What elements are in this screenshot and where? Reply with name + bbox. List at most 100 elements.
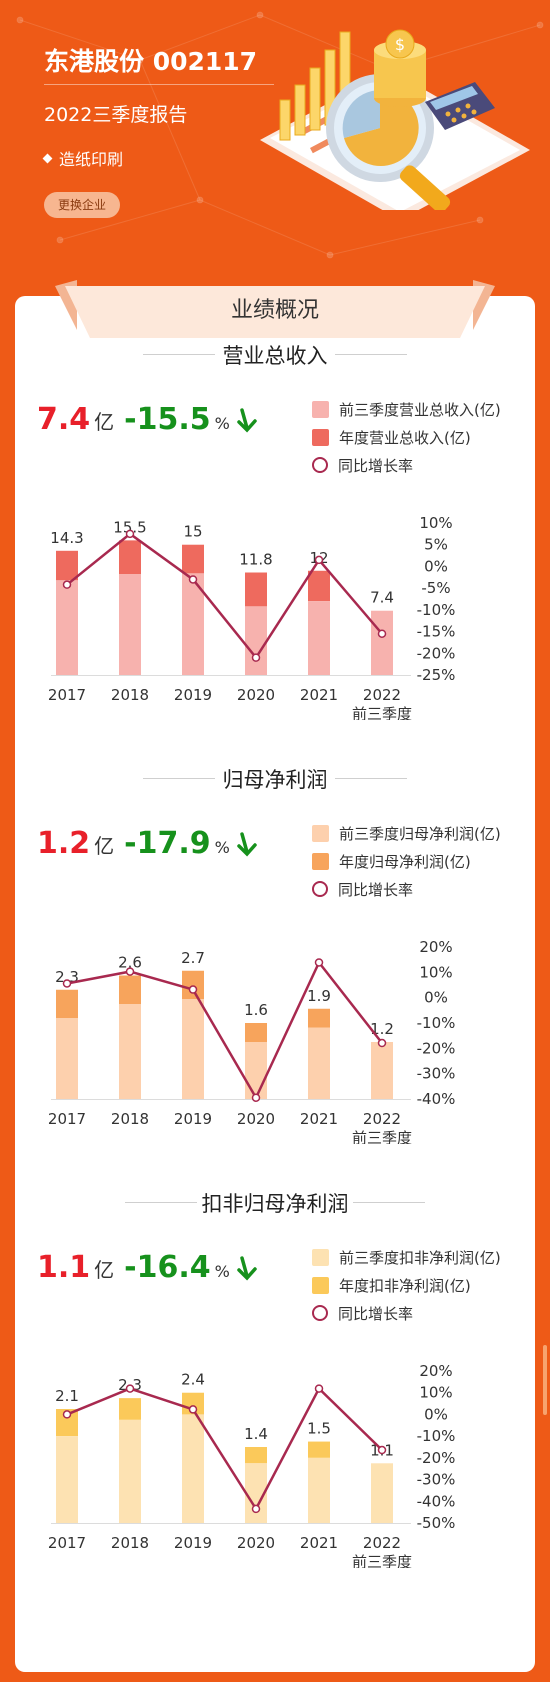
kpi-unit: 亿 xyxy=(94,410,115,434)
annual-bar xyxy=(245,1023,267,1042)
annual-bar xyxy=(245,1447,267,1464)
growth-point xyxy=(314,1384,324,1393)
x-tick-label: 2020 xyxy=(237,1534,275,1552)
kpi-pct: % xyxy=(214,414,230,433)
growth-point xyxy=(62,979,72,988)
legend-item-growth: 同比增长率 xyxy=(312,875,501,903)
kpi-pct: % xyxy=(214,1262,230,1281)
x-tick-label: 2018 xyxy=(111,1534,149,1552)
legend-swatch xyxy=(312,824,329,842)
bar-value-label: 2.7 xyxy=(181,949,205,967)
bar-graph-icon xyxy=(279,31,351,141)
annual-bar xyxy=(56,550,78,581)
x-tick-label: 前三季度 xyxy=(352,1129,412,1144)
y2-tick-label: -20% xyxy=(417,644,456,662)
x-tick-label: 2021 xyxy=(300,686,338,704)
change-company-button[interactable]: 更换企业 xyxy=(44,192,120,218)
legend-swatch xyxy=(312,1276,329,1294)
y2-tick-label: -20% xyxy=(417,1449,456,1467)
y2-tick-label: -20% xyxy=(417,1039,456,1057)
kpi-unit: 亿 xyxy=(94,1258,115,1282)
bar-value-label: 1.6 xyxy=(244,1001,268,1019)
chart-legend: 前三季度归母净利润(亿) 年度归母净利润(亿) 同比增长率 xyxy=(312,819,501,903)
x-tick-label: 2021 xyxy=(300,1110,338,1128)
revenue-section: 营业总收入 7.4 亿 -15.5% 前三季度营业总收入(亿) 年度营业总收入(亿)… xyxy=(15,340,535,760)
q3-bar xyxy=(182,999,204,1099)
growth-point xyxy=(314,958,324,967)
scrollbar-thumb[interactable] xyxy=(543,1345,547,1415)
x-tick-label: 前三季度 xyxy=(352,705,412,720)
growth-point xyxy=(377,1445,387,1455)
y2-tick-label: -40% xyxy=(417,1492,456,1510)
industry-tag: 造纸印刷 xyxy=(42,146,124,170)
q3-bar xyxy=(308,1457,330,1523)
bar-value-label: 1.4 xyxy=(244,1425,268,1443)
net-profit-chart: 2.320172.620182.720191.620201.920211.220… xyxy=(48,938,456,1144)
company-title: 东港股份 002117 xyxy=(44,47,258,76)
bar-value-label: 1.2 xyxy=(370,1020,394,1038)
kpi-value: 1.1 xyxy=(37,1250,91,1285)
chart-legend: 前三季度营业总收入(亿) 年度营业总收入(亿) 同比增长率 xyxy=(312,395,501,479)
x-tick-label: 2017 xyxy=(48,1534,86,1552)
revenue-chart: 14.3201715.5201815201911.820201220217.42… xyxy=(48,514,456,720)
q3-bar xyxy=(56,580,78,675)
y2-tick-label: -10% xyxy=(417,1427,456,1445)
legend-item-q3: 前三季度扣非净利润(亿) xyxy=(312,1243,501,1271)
kpi-change: -16.4 xyxy=(124,1250,211,1285)
industry-label: 造纸印刷 xyxy=(59,150,124,169)
annual-bar xyxy=(308,1008,330,1028)
title-line-right xyxy=(353,1202,425,1203)
growth-line xyxy=(66,960,383,1101)
bar-value-label: 11.8 xyxy=(239,551,272,569)
kpi-summary: 7.4 亿 -15.5% xyxy=(37,402,258,438)
y2-tick-label: 0% xyxy=(424,989,448,1007)
growth-point xyxy=(62,1410,72,1419)
deducted-net-profit-section: 扣非归母净利润 1.1 亿 -16.4% 前三季度扣非净利润(亿) 年度扣非净利润(… xyxy=(15,1188,535,1608)
annual-bar xyxy=(308,1441,330,1458)
bar-value-label: 2.1 xyxy=(55,1387,79,1405)
growth-point xyxy=(62,580,72,589)
growth-line xyxy=(66,532,383,660)
q3-bar xyxy=(371,1042,393,1099)
x-tick-label: 2022 xyxy=(363,1110,401,1128)
growth-point xyxy=(251,1093,261,1102)
overview-title: 业绩概况 xyxy=(230,298,319,323)
legend-item-growth: 同比增长率 xyxy=(312,451,501,479)
growth-point xyxy=(125,967,135,976)
down-arrow-icon xyxy=(237,831,257,857)
legend-label: 前三季度归母净利润(亿) xyxy=(339,824,501,843)
x-tick-label: 2018 xyxy=(111,1110,149,1128)
y2-tick-label: 10% xyxy=(419,514,452,532)
annual-bar xyxy=(119,540,141,575)
bar-value-label: 7.4 xyxy=(370,589,394,607)
kpi-change: -15.5 xyxy=(124,402,211,437)
legend-item-annual: 年度归母净利润(亿) xyxy=(312,847,501,875)
legend-label: 年度扣非净利润(亿) xyxy=(339,1276,471,1295)
x-tick-label: 2019 xyxy=(174,1534,212,1552)
x-tick-label: 2018 xyxy=(111,686,149,704)
annual-bar xyxy=(56,989,78,1019)
x-tick-label: 2021 xyxy=(300,1534,338,1552)
growth-point xyxy=(188,575,198,584)
y2-tick-label: 0% xyxy=(424,557,448,575)
report-illustration: $ xyxy=(260,29,530,210)
legend-item-q3: 前三季度归母净利润(亿) xyxy=(312,819,501,847)
title-line-left xyxy=(143,354,215,355)
kpi-unit: 亿 xyxy=(94,834,115,858)
q3-bar xyxy=(245,1463,267,1523)
legend-swatch xyxy=(312,1248,329,1266)
growth-point xyxy=(125,529,135,539)
header-divider xyxy=(44,84,274,85)
growth-point xyxy=(188,985,198,994)
legend-label: 前三季度营业总收入(亿) xyxy=(339,400,501,419)
legend-item-q3: 前三季度营业总收入(亿) xyxy=(312,395,501,423)
section-title: 营业总收入 xyxy=(222,344,328,368)
y2-tick-label: -10% xyxy=(417,1014,456,1032)
bar-value-label: 1.5 xyxy=(307,1420,331,1438)
annual-bar xyxy=(245,572,267,607)
legend-label: 前三季度扣非净利润(亿) xyxy=(339,1248,501,1267)
kpi-value: 1.2 xyxy=(37,826,91,861)
y2-tick-label: 20% xyxy=(419,1362,452,1380)
bar-value-label: 2.4 xyxy=(181,1371,205,1389)
x-tick-label: 2022 xyxy=(363,1534,401,1552)
